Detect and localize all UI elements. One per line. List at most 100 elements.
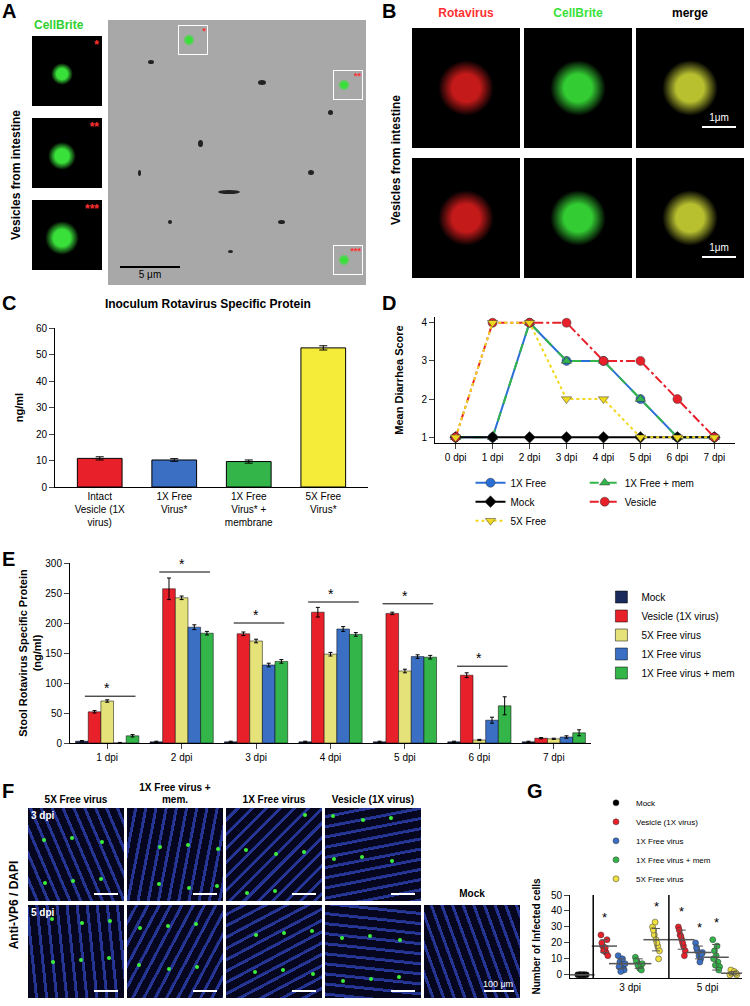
html-text:Mock: Mock — [459, 888, 485, 899]
svg-text:5X FreeVirus*: 5X FreeVirus* — [306, 491, 342, 515]
svg-text:1X Free: 1X Free — [511, 478, 547, 489]
svg-text:*: * — [476, 650, 482, 666]
svg-text:IntactVesicle (1Xvirus): IntactVesicle (1Xvirus) — [75, 491, 125, 528]
svg-text:10: 10 — [551, 953, 563, 964]
html-text:5 dpi: 5 dpi — [31, 907, 55, 918]
svg-text:4 dpi: 4 dpi — [593, 452, 615, 463]
svg-text:1X FreeVirus* +membrane: 1X FreeVirus* +membrane — [225, 491, 273, 528]
html-text:Vesicle (1X virus): Vesicle (1X virus) — [331, 794, 415, 805]
svg-text:1 dpi: 1 dpi — [96, 752, 118, 763]
svg-text:20: 20 — [551, 937, 563, 948]
svg-text:1X Free virus: 1X Free virus — [636, 837, 684, 846]
svg-text:3 dpi: 3 dpi — [556, 452, 578, 463]
svg-text:Mock: Mock — [641, 592, 666, 603]
svg-text:2: 2 — [421, 394, 427, 405]
html-text:CellBrite: CellBrite — [34, 18, 84, 32]
svg-text:1X Free virus: 1X Free virus — [641, 649, 700, 660]
svg-text:100: 100 — [45, 678, 62, 689]
svg-text:3 dpi: 3 dpi — [619, 982, 641, 993]
svg-text:Vesicle (1X virus): Vesicle (1X virus) — [636, 818, 698, 827]
svg-text:250: 250 — [45, 588, 62, 599]
html-text:A: A — [2, 0, 17, 22]
svg-text:50: 50 — [36, 349, 48, 360]
svg-text:0: 0 — [56, 738, 62, 749]
svg-text:5X Free virus: 5X Free virus — [636, 875, 684, 884]
svg-text:0: 0 — [556, 969, 562, 980]
html-text:Vesicles from intestine: Vesicles from intestine — [389, 95, 403, 225]
svg-text:6 dpi: 6 dpi — [469, 752, 491, 763]
html-text:1μm: 1μm — [709, 242, 729, 253]
html-text:Anti-VP6 / DAPI: Anti-VP6 / DAPI — [7, 860, 21, 950]
svg-text:Mock: Mock — [636, 799, 656, 808]
svg-text:3: 3 — [421, 355, 427, 366]
svg-text:2 dpi: 2 dpi — [171, 752, 193, 763]
html-text:1X Free virus + mem.: 1X Free virus + mem. — [139, 782, 211, 805]
svg-text:Number of Infected cells: Number of Infected cells — [531, 878, 542, 995]
svg-text:Stool Rotavirus Specific Prote: Stool Rotavirus Specific Protein(ng/ml) — [17, 569, 43, 737]
svg-text:60: 60 — [36, 323, 48, 334]
svg-text:*: * — [402, 588, 408, 604]
svg-text:*: * — [654, 899, 659, 914]
svg-text:1X Free virus + mem: 1X Free virus + mem — [641, 668, 734, 679]
svg-text:4 dpi: 4 dpi — [320, 752, 342, 763]
html-text:B: B — [382, 0, 397, 22]
html-text:F: F — [2, 780, 15, 802]
svg-text:30: 30 — [551, 921, 563, 932]
svg-text:ng/ml: ng/ml — [13, 393, 25, 422]
svg-text:7 dpi: 7 dpi — [543, 752, 565, 763]
svg-text:*: * — [104, 680, 110, 696]
svg-text:300: 300 — [45, 558, 62, 569]
svg-text:20: 20 — [36, 429, 48, 440]
svg-text:5X Free: 5X Free — [511, 516, 547, 527]
svg-text:1X Free + mem: 1X Free + mem — [625, 478, 694, 489]
svg-text:5X Free virus: 5X Free virus — [641, 630, 700, 641]
svg-text:6 dpi: 6 dpi — [667, 452, 689, 463]
svg-text:2 dpi: 2 dpi — [519, 452, 541, 463]
svg-text:50: 50 — [51, 708, 63, 719]
html-text:1X Free virus: 1X Free virus — [242, 794, 306, 805]
html-text:E: E — [2, 548, 16, 570]
svg-text:1X FreeVirus*: 1X FreeVirus* — [156, 491, 192, 515]
html-text:5X Free virus: 5X Free virus — [44, 794, 108, 805]
svg-text:40: 40 — [551, 905, 563, 916]
svg-text:5 dpi: 5 dpi — [394, 752, 416, 763]
svg-text:5 dpi: 5 dpi — [630, 452, 652, 463]
svg-text:7 dpi: 7 dpi — [704, 452, 726, 463]
svg-text:*: * — [679, 904, 684, 919]
html-text:G: G — [527, 780, 543, 802]
html-text:C: C — [2, 292, 17, 314]
svg-text:10: 10 — [36, 455, 48, 466]
svg-text:0: 0 — [41, 482, 47, 493]
svg-text:1X Free virus + mem: 1X Free virus + mem — [636, 856, 711, 865]
svg-text:1: 1 — [421, 432, 427, 443]
svg-text:50: 50 — [551, 890, 563, 901]
svg-text:Mean Diarrhea Score: Mean Diarrhea Score — [393, 325, 405, 434]
html-text:Rotavirus: Rotavirus — [438, 6, 494, 20]
svg-text:40: 40 — [36, 376, 48, 387]
svg-text:Vesicle: Vesicle — [625, 497, 657, 508]
html-text:Vesicles from intestine: Vesicles from intestine — [9, 110, 23, 240]
svg-text:*: * — [714, 915, 719, 930]
svg-text:*: * — [179, 556, 185, 572]
html-text:1μm: 1μm — [709, 112, 729, 123]
html-text:merge: merge — [672, 6, 708, 20]
svg-text:*: * — [328, 586, 334, 602]
svg-text:0 dpi: 0 dpi — [445, 452, 467, 463]
svg-text:30: 30 — [36, 402, 48, 413]
svg-text:Mock: Mock — [511, 497, 536, 508]
svg-text:1 dpi: 1 dpi — [482, 452, 504, 463]
html-text:CellBrite: CellBrite — [553, 6, 603, 20]
svg-text:3 dpi: 3 dpi — [245, 752, 267, 763]
svg-text:Inoculum Rotavirus Specific Pr: Inoculum Rotavirus Specific Protein — [105, 297, 311, 311]
html-text:D: D — [382, 292, 397, 314]
svg-text:4: 4 — [421, 317, 427, 328]
svg-text:150: 150 — [45, 648, 62, 659]
svg-text:200: 200 — [45, 618, 62, 629]
html-text:3 dpi: 3 dpi — [31, 810, 55, 821]
svg-text:*: * — [697, 920, 702, 935]
svg-text:Vesicle (1X virus): Vesicle (1X virus) — [641, 611, 718, 622]
svg-text:5 dpi: 5 dpi — [697, 982, 719, 993]
html-text:5 μm: 5 μm — [138, 269, 162, 280]
svg-text:*: * — [602, 910, 607, 925]
svg-text:*: * — [253, 607, 259, 623]
